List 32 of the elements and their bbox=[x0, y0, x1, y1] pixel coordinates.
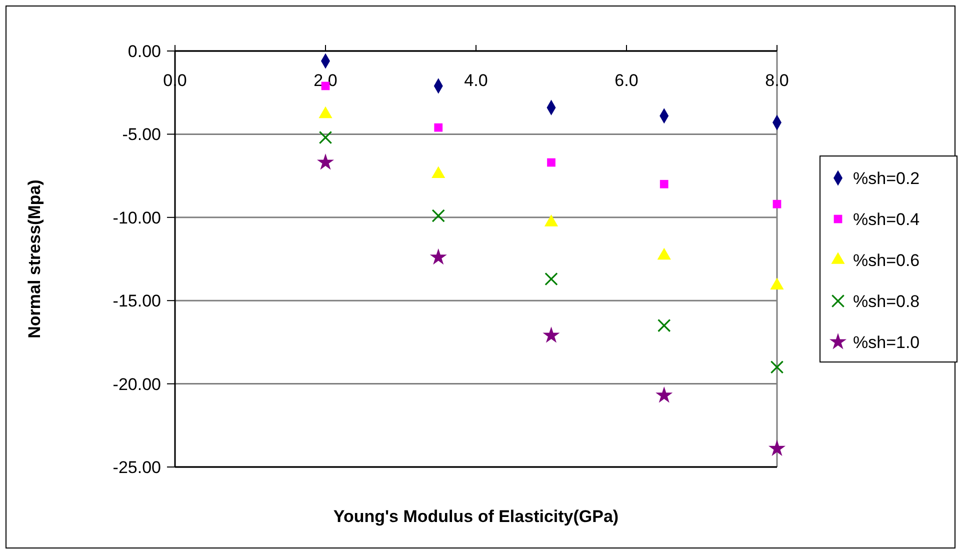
point bbox=[657, 248, 671, 260]
point bbox=[542, 326, 560, 343]
point bbox=[316, 154, 334, 170]
point bbox=[658, 318, 671, 332]
y-tick-label: -5.00 bbox=[122, 125, 161, 144]
point bbox=[770, 278, 784, 290]
point bbox=[434, 123, 443, 132]
x-tick-label: 4.0 bbox=[464, 71, 488, 90]
point bbox=[772, 200, 782, 208]
x-axis-title: Young's Modulus of Elasticity(GPa) bbox=[333, 507, 619, 526]
y-axis-title: Normal stress(Mpa) bbox=[25, 180, 44, 338]
point bbox=[544, 272, 558, 286]
point bbox=[660, 180, 668, 188]
point bbox=[656, 386, 673, 403]
x-tick-label: 8.0 bbox=[765, 71, 789, 90]
y-tick-label: -25.00 bbox=[112, 458, 161, 477]
point bbox=[432, 209, 445, 222]
legend-label: %sh=0.2 bbox=[853, 168, 920, 188]
legend-label: %sh=1.0 bbox=[853, 332, 920, 352]
y-tick-label: 0.00 bbox=[128, 42, 161, 61]
point bbox=[318, 130, 332, 144]
legend-label: %sh=0.4 bbox=[853, 210, 920, 229]
point bbox=[768, 440, 786, 456]
point bbox=[770, 360, 784, 374]
x-tick-label: 6.0 bbox=[614, 71, 638, 90]
y-tick-label: -20.00 bbox=[112, 374, 161, 394]
point bbox=[547, 158, 556, 167]
y-tick-label: -15.00 bbox=[112, 292, 161, 311]
y-tick-label: -10.00 bbox=[112, 208, 161, 228]
legend-label: %sh=0.8 bbox=[853, 292, 920, 311]
point bbox=[430, 248, 447, 265]
legend-label: %sh=0.6 bbox=[853, 250, 920, 270]
